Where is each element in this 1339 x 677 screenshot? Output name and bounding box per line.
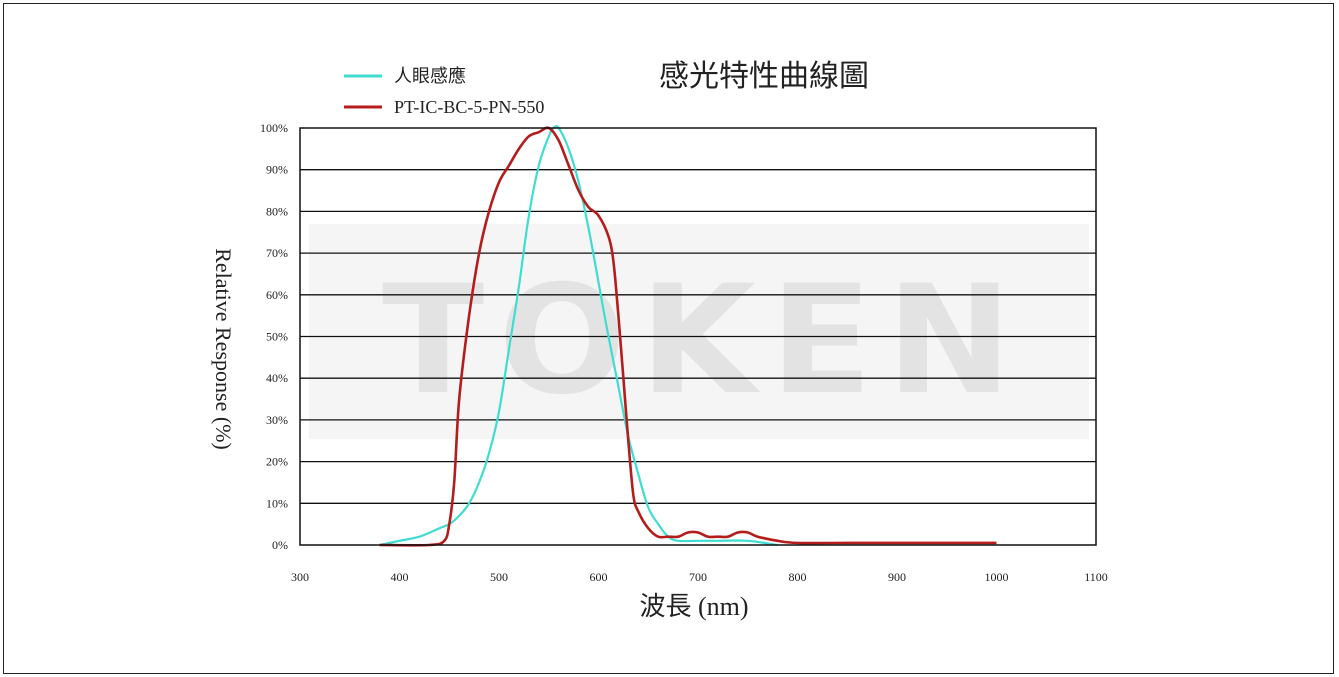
y-tick-label: 70%: [266, 246, 288, 260]
x-axis-ticks: 300 400 500 600 700 800 900 1000 1100: [291, 570, 1108, 584]
y-tick-label: 80%: [266, 204, 288, 218]
x-tick-label: 800: [789, 570, 807, 584]
x-tick-label: 700: [689, 570, 707, 584]
x-tick-label: 600: [590, 570, 608, 584]
x-tick-label: 1000: [985, 570, 1009, 584]
x-tick-label: 400: [391, 570, 409, 584]
y-tick-label: 40%: [266, 371, 288, 385]
x-axis-title: 波長 (nm): [639, 592, 748, 621]
plot-border: [299, 127, 1097, 546]
y-tick-label: 50%: [266, 330, 288, 344]
x-tick-label: 500: [490, 570, 508, 584]
grid: [300, 169, 1096, 504]
watermark-band: [309, 224, 1089, 439]
chart: TOKEN 0%10%20%30%40%50%60%70%80%90%100% …: [211, 59, 1108, 621]
watermark-text: TOKEN: [382, 254, 1026, 428]
y-tick-label: 0%: [272, 538, 288, 552]
chart-title: 感光特性曲線圖: [659, 59, 869, 94]
legend-label-sensor: PT-IC-BC-5-PN-550: [394, 97, 544, 117]
y-axis-title: Relative Response (%): [211, 248, 236, 450]
series-line-sensor: [379, 126, 997, 547]
y-tick-label: 20%: [266, 455, 288, 469]
legend: 人眼感應 PT-IC-BC-5-PN-550: [344, 65, 544, 117]
x-tick-label: 1100: [1084, 570, 1108, 584]
y-tick-label: 30%: [266, 413, 288, 427]
y-tick-label: 100%: [260, 121, 288, 135]
chart-frame: TOKEN 0% 10% 20% 30% 40% 50% 60% 70% 80% 90% 100% …: [3, 3, 1334, 674]
y-axis-ticks: 0% 10% 20% 30% 40% 50% 60% 70% 80% 90% 100%: [260, 121, 288, 552]
x-tick-label: 900: [888, 570, 906, 584]
y-tick-label: 10%: [266, 496, 288, 510]
watermark: TOKEN: [309, 224, 1089, 439]
legend-label-human-eye: 人眼感應: [394, 65, 466, 86]
y-tick-label: 60%: [266, 288, 288, 302]
y-tick-label: 90%: [266, 163, 288, 177]
x-tick-label: 300: [291, 570, 309, 584]
